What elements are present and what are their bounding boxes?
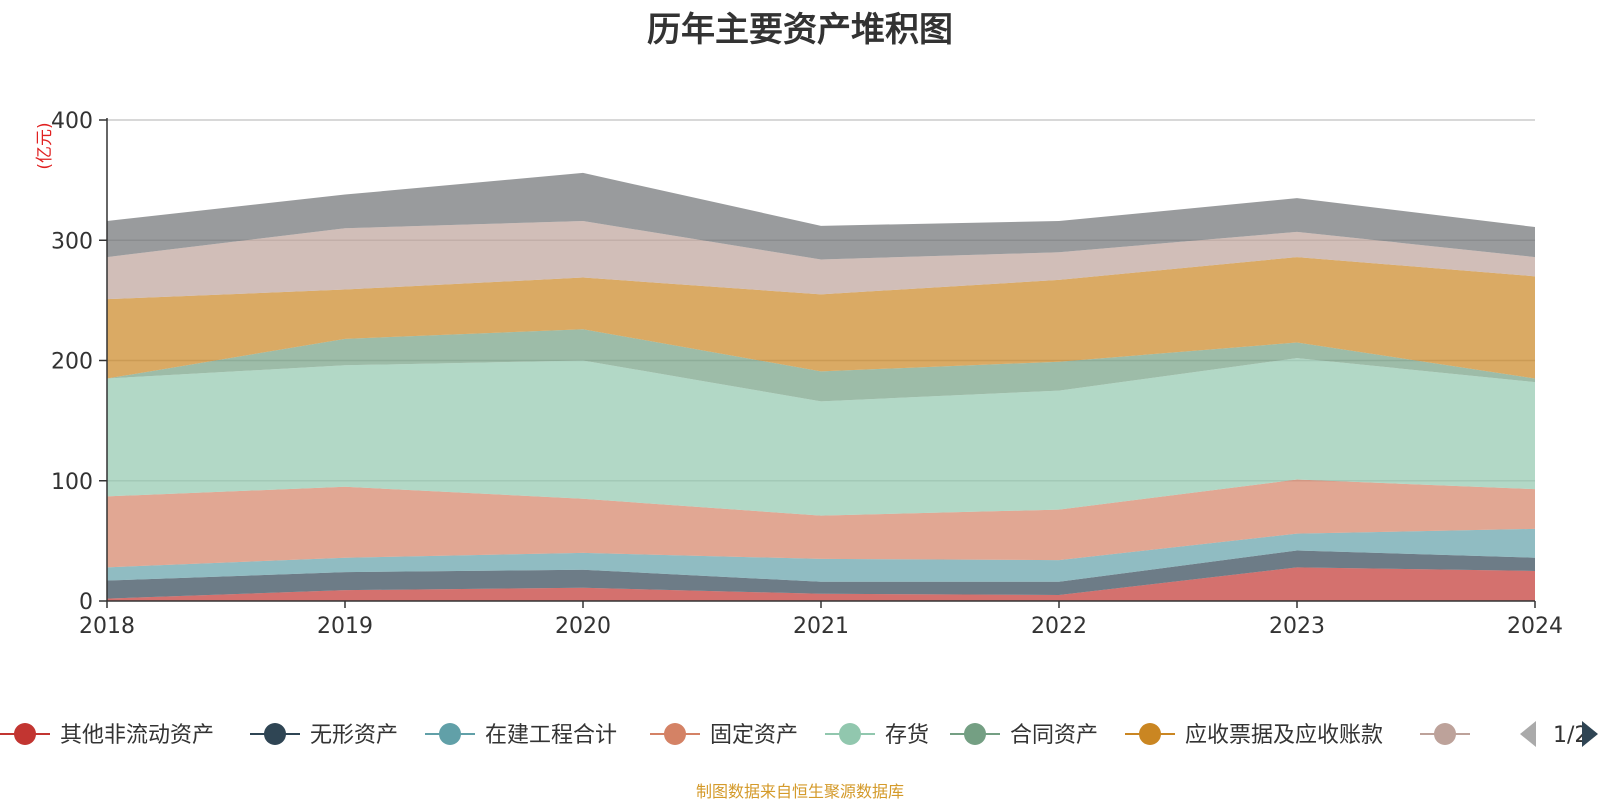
legend-item-3[interactable]: 固定资产 <box>650 723 798 748</box>
legend-label: 固定资产 <box>710 723 798 748</box>
x-tick-label: 2022 <box>1031 614 1087 639</box>
y-tick-label: 200 <box>51 350 93 375</box>
legend: 其他非流动资产 无形资产 在建工程合计 固定资产 存货 合同资产 应收票据及应收账款 1/2 <box>0 721 1598 748</box>
y-tick-label: 300 <box>51 229 93 254</box>
legend-marker <box>964 723 986 745</box>
source-note: 制图数据来自恒生聚源数据库 <box>695 782 904 801</box>
legend-marker <box>1434 723 1456 745</box>
legend-label: 在建工程合计 <box>485 723 617 748</box>
legend-item-0[interactable]: 其他非流动资产 <box>0 723 214 748</box>
legend-label: 其他非流动资产 <box>60 723 214 748</box>
legend-label: 应收票据及应收账款 <box>1185 723 1383 748</box>
legend-label: 无形资产 <box>310 723 398 748</box>
area-series-2 <box>107 528 1535 582</box>
area-series-group <box>107 172 1535 601</box>
legend-label: 合同资产 <box>1010 723 1098 748</box>
y-axis-unit-label: (亿元) <box>35 122 55 169</box>
legend-marker <box>439 723 461 745</box>
legend-item-6[interactable]: 应收票据及应收账款 <box>1125 723 1383 748</box>
area-series-3 <box>107 479 1535 568</box>
x-tick-label: 2024 <box>1507 614 1563 639</box>
y-tick-label: 0 <box>79 590 93 615</box>
legend-marker <box>264 723 286 745</box>
area-series-0 <box>107 567 1535 601</box>
chart-title: 历年主要资产堆积图 <box>647 10 953 50</box>
y-tick-label: 100 <box>51 470 93 495</box>
area-series-7 <box>107 221 1535 300</box>
x-tick-label: 2023 <box>1269 614 1325 639</box>
legend-marker <box>14 723 36 745</box>
x-tick-label: 2021 <box>793 614 849 639</box>
x-tick-label: 2020 <box>555 614 611 639</box>
legend-item-4[interactable]: 存货 <box>825 723 929 748</box>
legend-marker <box>664 723 686 745</box>
legend-next-arrow-icon[interactable] <box>1582 721 1598 747</box>
legend-marker <box>1139 723 1161 745</box>
x-tick-label: 2018 <box>79 614 135 639</box>
y-tick-label: 400 <box>51 109 93 134</box>
legend-item-1[interactable]: 无形资产 <box>250 723 398 748</box>
area-series-4 <box>107 358 1535 516</box>
legend-item-5[interactable]: 合同资产 <box>950 723 1098 748</box>
legend-item-7[interactable] <box>1420 723 1470 745</box>
area-series-6 <box>107 257 1535 379</box>
area-series-8 <box>107 172 1535 260</box>
legend-pager: 1/2 <box>1520 721 1598 748</box>
legend-item-2[interactable]: 在建工程合计 <box>425 723 617 748</box>
legend-label: 存货 <box>885 723 929 748</box>
axes: 0 100 200 300 400 2018 2019 2020 2021 2022 2023 202… <box>35 109 1563 639</box>
area-series-1 <box>107 550 1535 599</box>
legend-prev-arrow-icon[interactable] <box>1520 721 1536 747</box>
legend-marker <box>839 723 861 745</box>
area-series-5 <box>107 329 1535 402</box>
x-tick-label: 2019 <box>317 614 373 639</box>
